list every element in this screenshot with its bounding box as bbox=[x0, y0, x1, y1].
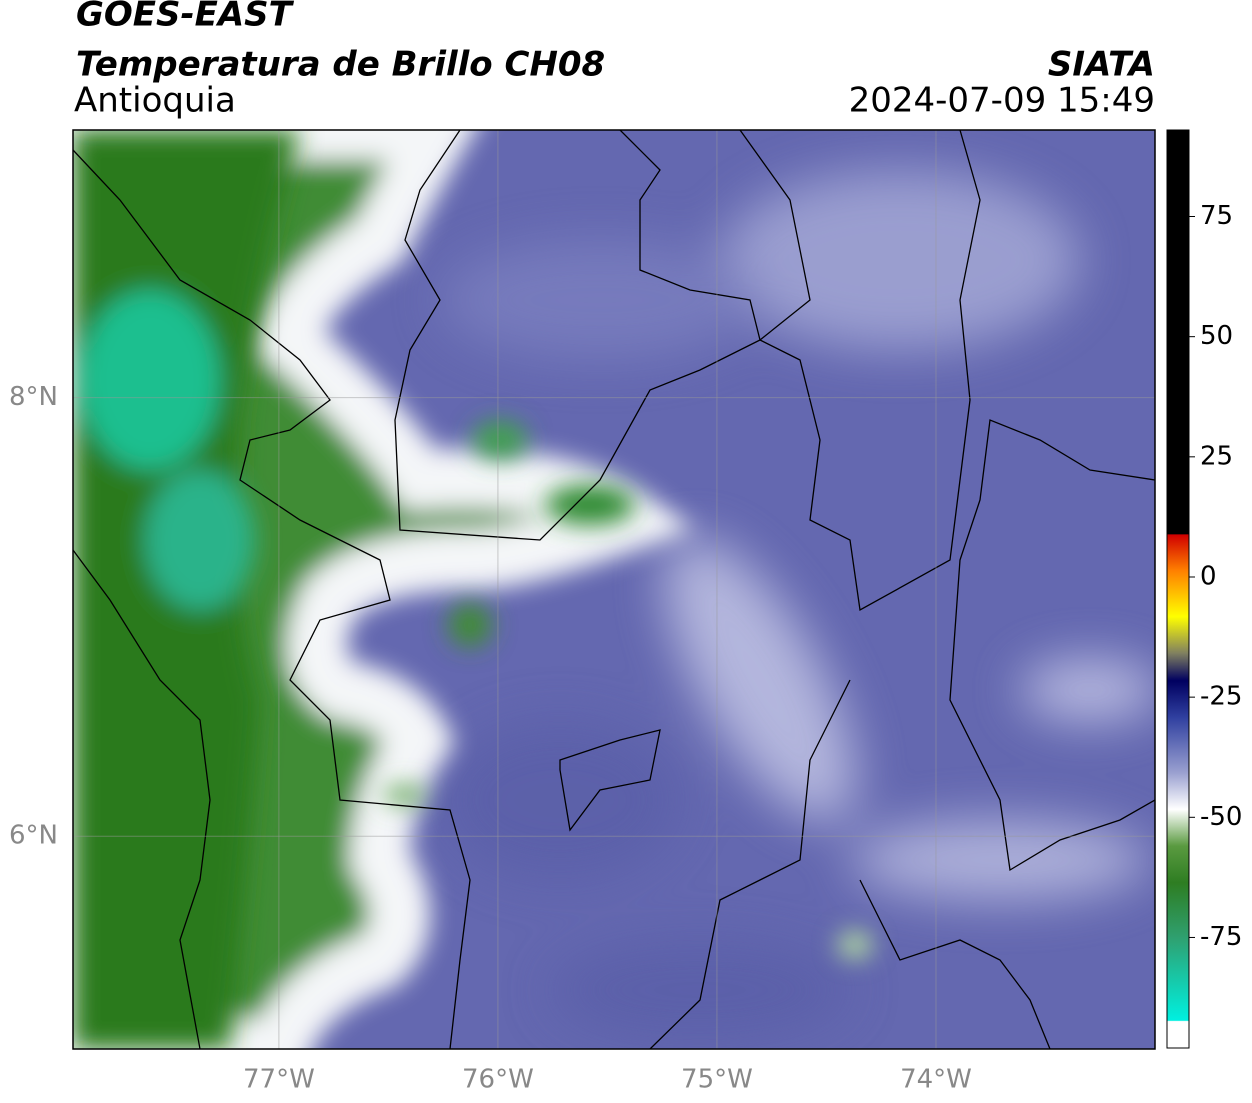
lat-tick-label: 8°N bbox=[9, 382, 58, 412]
colorbar bbox=[1166, 129, 1190, 1049]
lon-tick-label: 77°W bbox=[243, 1065, 315, 1095]
colorbar-tick-label: 75 bbox=[1200, 201, 1233, 231]
lat-tick-label: 6°N bbox=[9, 821, 58, 851]
map-frame bbox=[72, 129, 1156, 1050]
colorbar-tick-label: -25 bbox=[1200, 682, 1242, 712]
datetime: 2024-07-09 15:49 bbox=[849, 81, 1155, 121]
lon-tick-label: 74°W bbox=[900, 1065, 972, 1095]
colorbar-tick-label: 0 bbox=[1200, 561, 1217, 591]
colorbar-tick-label: -50 bbox=[1200, 802, 1242, 832]
satellite-image bbox=[73, 130, 1155, 1049]
subtitle: Temperatura de Brillo CH08 bbox=[76, 45, 605, 85]
colorbar-tick-label: 50 bbox=[1200, 321, 1233, 351]
colorbar-tick-label: 25 bbox=[1200, 441, 1233, 471]
source: SIATA bbox=[1048, 45, 1155, 85]
colorbar-tick-label: -75 bbox=[1200, 922, 1242, 952]
title: GOES-EAST bbox=[76, 0, 295, 35]
lon-tick-label: 76°W bbox=[462, 1065, 534, 1095]
lon-tick-label: 75°W bbox=[681, 1065, 753, 1095]
graticule bbox=[73, 130, 1155, 1049]
region: Antioquia bbox=[74, 81, 236, 121]
